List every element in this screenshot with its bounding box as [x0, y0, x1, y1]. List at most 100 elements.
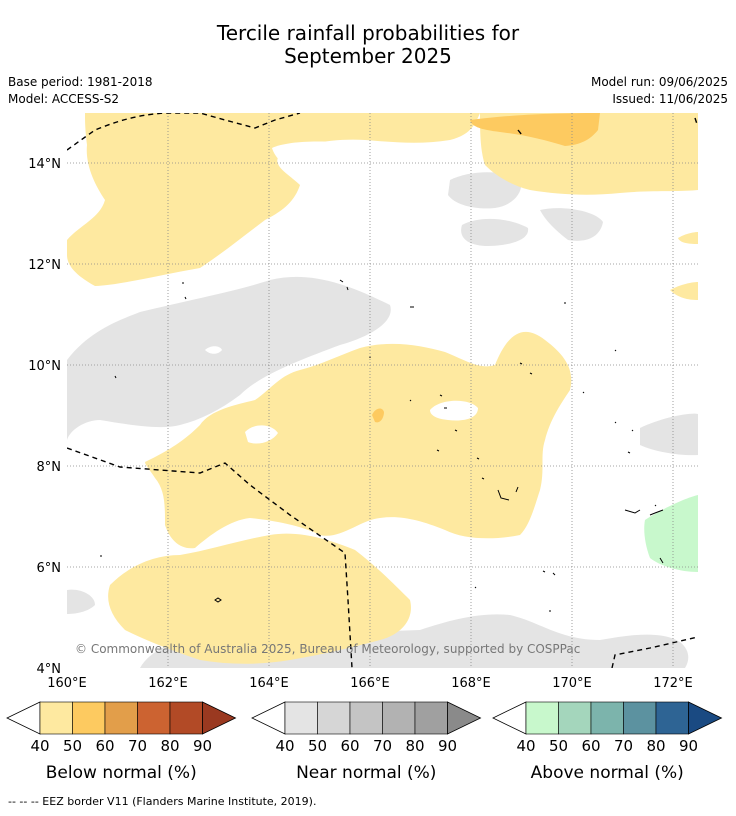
model-name: Model: ACCESS-S2 — [8, 92, 120, 106]
colorbar-segment — [655, 701, 689, 735]
colorbar-label: Near normal (%) — [296, 763, 436, 783]
near-normal-region-east — [640, 413, 698, 456]
colorbar-over-triangle — [202, 701, 237, 735]
near-normal-region-northeast — [540, 208, 603, 241]
colorbar-tick-label: 70 — [614, 737, 633, 755]
colorbar-tick-label: 90 — [438, 737, 457, 755]
map-title: Tercile rainfall probabilities for Septe… — [0, 22, 736, 68]
map-area[interactable]: © Commonwealth of Australia 2025, Bureau… — [67, 113, 698, 668]
colorbar-tick-label: 50 — [549, 737, 568, 755]
colorbar-label: Below normal (%) — [46, 763, 197, 783]
eez-footnote: -- -- -- EEZ border V11 (Flanders Marine… — [8, 795, 317, 808]
colorbar-segment — [382, 701, 416, 735]
meta-left: Base period: 1981-2018 Model: ACCESS-S2 — [8, 74, 153, 108]
gap-near-normal-1 — [205, 346, 222, 354]
lon-label: 168°E — [451, 676, 491, 691]
near-normal-region-north — [448, 172, 522, 209]
colorbar-segment — [525, 701, 559, 735]
below-normal-colorbar: 40 50 60 70 80 90 Below normal (%) — [6, 701, 237, 783]
title-line-1: Tercile rainfall probabilities for — [216, 21, 520, 45]
colorbar-segment — [414, 701, 448, 735]
lat-label: 4°N — [37, 662, 62, 677]
above-normal-region-east — [644, 495, 698, 572]
colorbar-tick-label: 40 — [30, 737, 49, 755]
gridlines — [67, 113, 698, 668]
lat-label: 14°N — [28, 157, 61, 172]
below-normal-regions — [67, 113, 698, 664]
model-run: Model run: 09/06/2025 — [590, 75, 728, 89]
near-normal-region-west — [67, 276, 391, 440]
lon-label: 160°E — [47, 676, 87, 691]
lon-label: 170°E — [552, 676, 592, 691]
eez-borders — [67, 113, 698, 668]
lat-label: 10°N — [28, 359, 61, 374]
above-normal-colorbar: 40 50 60 70 80 90 Above normal (%) — [492, 701, 723, 783]
colorbar-segment — [284, 701, 318, 735]
colorbar-tick-label: 70 — [128, 737, 147, 755]
below-normal-60-region-north — [470, 113, 600, 146]
below-normal-region-east-edge — [678, 232, 698, 244]
title-line-2: September 2025 — [284, 44, 452, 68]
colorbar-under-triangle — [492, 701, 527, 735]
colorbar-tick-label: 40 — [516, 737, 535, 755]
eez-border-central — [67, 447, 353, 668]
colorbar-tick-label: 80 — [646, 737, 665, 755]
lat-labels: 14°N 12°N 10°N 8°N 6°N 4°N — [28, 157, 61, 677]
colorbar-segment — [317, 701, 351, 735]
below-normal-region-northwest — [67, 113, 480, 286]
colorbar-tick-label: 70 — [373, 737, 392, 755]
gap-central-2 — [245, 425, 278, 444]
below-normal-region-south — [108, 533, 411, 664]
eez-border-north — [67, 113, 301, 151]
copyright-notice: © Commonwealth of Australia 2025, Bureau… — [75, 642, 580, 656]
lon-labels: 160°E 162°E 164°E 166°E 168°E 170°E 172°… — [47, 676, 693, 691]
lat-label: 8°N — [37, 460, 62, 475]
colorbar-tick-label: 90 — [193, 737, 212, 755]
colorbar-segment — [137, 701, 171, 735]
colorbar-segment — [349, 701, 383, 735]
colorbar-over-triangle — [688, 701, 723, 735]
eez-border-northeast — [517, 117, 698, 136]
lon-label: 162°E — [148, 676, 188, 691]
near-normal-region-southwest — [67, 589, 95, 614]
meta-right: Model run: 09/06/2025 Issued: 11/06/2025 — [591, 74, 728, 108]
above-normal-regions — [644, 495, 698, 572]
islands — [100, 279, 664, 612]
lon-label: 166°E — [350, 676, 390, 691]
colorbar-segment — [72, 701, 106, 735]
colorbar-segment — [558, 701, 592, 735]
colorbar-tick-label: 40 — [275, 737, 294, 755]
lat-label: 6°N — [37, 561, 62, 576]
colorbar-segment — [104, 701, 138, 735]
colorbar-under-triangle — [6, 701, 41, 735]
issued-date: Issued: 11/06/2025 — [612, 92, 728, 106]
below-normal-region-east-edge-2 — [670, 282, 698, 300]
colorbar-over-triangle — [447, 701, 482, 735]
below-normal-region-central — [145, 331, 572, 549]
colorbar-tick-label: 90 — [679, 737, 698, 755]
lon-label: 172°E — [653, 676, 693, 691]
lat-label: 12°N — [28, 258, 61, 273]
colorbar-tick-label: 60 — [340, 737, 359, 755]
base-period: Base period: 1981-2018 — [8, 75, 153, 89]
colorbar-segment — [623, 701, 657, 735]
below-normal-60-regions — [372, 113, 600, 423]
colorbar-tick-label: 50 — [63, 737, 82, 755]
gap-central-1 — [430, 400, 478, 421]
colorbar-under-triangle — [251, 701, 286, 735]
colorbar-tick-label: 80 — [405, 737, 424, 755]
colorbar-tick-label: 80 — [160, 737, 179, 755]
colorbar-label: Above normal (%) — [531, 763, 684, 783]
colorbar-tick-label: 60 — [581, 737, 600, 755]
normal-gaps — [205, 141, 478, 444]
near-normal-region-north-small — [461, 218, 529, 246]
colorbar-segment — [590, 701, 624, 735]
colorbar-segment — [169, 701, 203, 735]
colorbar-segment — [39, 701, 73, 735]
lon-label: 164°E — [249, 676, 289, 691]
legend: 40 50 60 70 80 90 Below normal (%) 40 50 60 70 80 90… — [6, 701, 723, 783]
colorbar-tick-label: 60 — [95, 737, 114, 755]
colorbar-tick-label: 50 — [308, 737, 327, 755]
